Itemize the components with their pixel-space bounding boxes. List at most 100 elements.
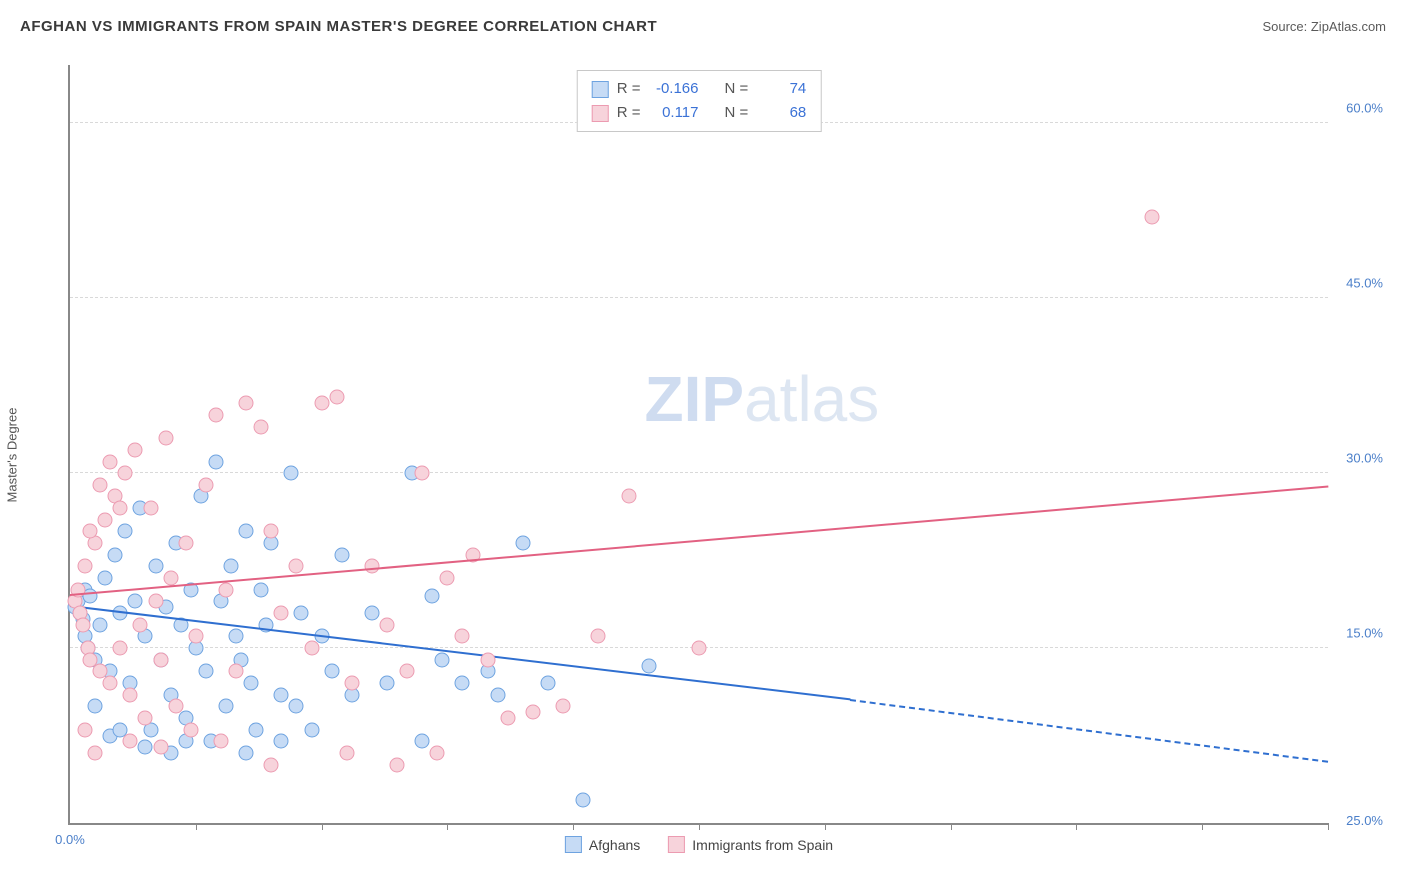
scatter-point: [198, 477, 213, 492]
scatter-point: [344, 676, 359, 691]
scatter-point: [380, 676, 395, 691]
scatter-point: [118, 524, 133, 539]
legend-label: Afghans: [589, 837, 640, 853]
scatter-point: [364, 606, 379, 621]
watermark: ZIPatlas: [645, 362, 880, 436]
x-axis-max-label: 25.0%: [1346, 813, 1383, 828]
x-tick-mark: [447, 823, 448, 830]
x-tick-mark: [825, 823, 826, 830]
scatter-point: [218, 582, 233, 597]
scatter-point: [98, 571, 113, 586]
scatter-point: [239, 746, 254, 761]
stat-r-label: R =: [617, 101, 641, 125]
scatter-point: [591, 629, 606, 644]
stat-r-value: -0.166: [649, 77, 699, 101]
scatter-point: [329, 390, 344, 405]
stat-n-label: N =: [725, 101, 749, 125]
scatter-point: [415, 734, 430, 749]
scatter-point: [284, 466, 299, 481]
scatter-point: [88, 699, 103, 714]
legend-item: Immigrants from Spain: [668, 836, 833, 853]
scatter-point: [400, 664, 415, 679]
scatter-point: [264, 757, 279, 772]
scatter-point: [692, 641, 707, 656]
scatter-point: [153, 652, 168, 667]
stat-n-value: 68: [756, 101, 806, 125]
scatter-point: [148, 559, 163, 574]
trend-line-dashed: [850, 699, 1328, 763]
x-tick-mark: [951, 823, 952, 830]
scatter-point: [324, 664, 339, 679]
scatter-point: [113, 501, 128, 516]
scatter-point: [224, 559, 239, 574]
y-tick-label: 60.0%: [1333, 101, 1383, 116]
stats-legend-box: R = -0.166 N = 74 R = 0.117 N = 68: [577, 70, 822, 132]
trend-line: [70, 485, 1328, 595]
scatter-point: [500, 711, 515, 726]
scatter-point: [148, 594, 163, 609]
x-tick-mark: [322, 823, 323, 830]
scatter-point: [254, 582, 269, 597]
scatter-point: [274, 734, 289, 749]
scatter-point: [455, 629, 470, 644]
scatter-point: [168, 699, 183, 714]
scatter-point: [576, 792, 591, 807]
scatter-point: [244, 676, 259, 691]
scatter-point: [380, 617, 395, 632]
stat-r-value: 0.117: [649, 101, 699, 125]
gridline: [70, 297, 1328, 298]
scatter-point: [541, 676, 556, 691]
scatter-point: [621, 489, 636, 504]
scatter-point: [178, 536, 193, 551]
stat-n-value: 74: [756, 77, 806, 101]
scatter-point: [304, 641, 319, 656]
legend-swatch: [592, 105, 609, 122]
scatter-point: [229, 629, 244, 644]
scatter-point: [98, 512, 113, 527]
chart-title: AFGHAN VS IMMIGRANTS FROM SPAIN MASTER'S…: [20, 18, 657, 35]
x-tick-mark: [573, 823, 574, 830]
scatter-point: [249, 722, 264, 737]
scatter-point: [289, 559, 304, 574]
scatter-point: [455, 676, 470, 691]
legend-swatch: [565, 836, 582, 853]
scatter-point: [158, 431, 173, 446]
gridline: [70, 472, 1328, 473]
scatter-point: [123, 687, 138, 702]
scatter-point: [239, 396, 254, 411]
stats-row: R = 0.117 N = 68: [592, 101, 807, 125]
scatter-point: [229, 664, 244, 679]
scatter-point: [138, 740, 153, 755]
chart-source: Source: ZipAtlas.com: [1262, 19, 1386, 34]
scatter-point: [78, 559, 93, 574]
scatter-point: [435, 652, 450, 667]
scatter-point: [390, 757, 405, 772]
scatter-point: [525, 705, 540, 720]
stats-row: R = -0.166 N = 74: [592, 77, 807, 101]
scatter-point: [1144, 209, 1159, 224]
scatter-point: [304, 722, 319, 737]
y-axis-label: Master's Degree: [5, 408, 20, 503]
plot-area: ZIPatlas R =-0.166N =74R =0.117N =68 0.0…: [68, 65, 1328, 825]
bottom-legend: Afghans Immigrants from Spain: [565, 836, 833, 853]
scatter-point: [138, 711, 153, 726]
scatter-point: [334, 547, 349, 562]
y-tick-label: 30.0%: [1333, 451, 1383, 466]
y-tick-label: 45.0%: [1333, 276, 1383, 291]
scatter-point: [425, 588, 440, 603]
scatter-point: [239, 524, 254, 539]
scatter-point: [289, 699, 304, 714]
scatter-point: [143, 501, 158, 516]
scatter-point: [264, 524, 279, 539]
stat-r-label: R =: [617, 77, 641, 101]
scatter-point: [556, 699, 571, 714]
scatter-point: [163, 571, 178, 586]
stat-n-label: N =: [725, 77, 749, 101]
scatter-point: [208, 454, 223, 469]
x-tick-mark: [699, 823, 700, 830]
legend-swatch: [592, 81, 609, 98]
scatter-point: [103, 676, 118, 691]
y-tick-label: 15.0%: [1333, 626, 1383, 641]
scatter-point: [314, 396, 329, 411]
scatter-point: [133, 617, 148, 632]
